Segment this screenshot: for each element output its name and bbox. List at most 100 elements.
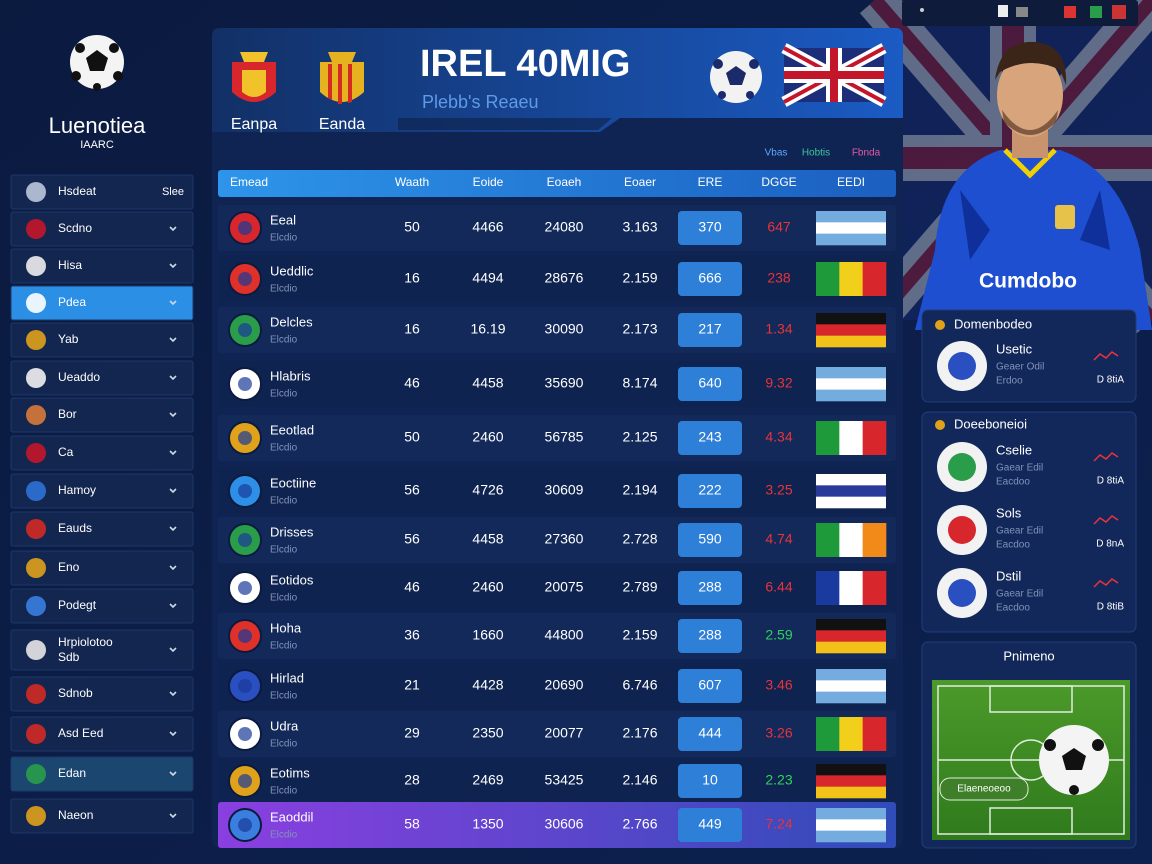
chevron [169, 337, 177, 343]
cell: 24080 [545, 219, 584, 235]
logo-subtitle: IAARC [80, 139, 114, 151]
toolbar-icon[interactable] [920, 8, 924, 12]
sidebar-item[interactable] [10, 629, 194, 671]
flag-stripe [839, 523, 863, 557]
score-button[interactable] [678, 808, 742, 842]
item-badge-text: D 8tiA [1097, 375, 1125, 386]
sidebar-item[interactable] [10, 798, 194, 834]
score-button[interactable] [678, 262, 742, 296]
flag-stripe [816, 571, 840, 605]
cell: 444 [698, 725, 722, 741]
sidebar-item[interactable] [10, 248, 194, 284]
ball-patch [1069, 785, 1079, 795]
sidebar-icon [26, 596, 46, 616]
item-line: Eacdoo [996, 603, 1030, 614]
sidebar-item[interactable] [10, 174, 194, 210]
cell: 2.125 [622, 429, 657, 445]
chevron [169, 488, 177, 494]
toolbar-icon[interactable] [1112, 5, 1126, 19]
sidebar-item[interactable] [10, 322, 194, 358]
card-icon [935, 320, 945, 330]
item-badge-inner [948, 352, 976, 380]
sidebar-item[interactable] [10, 511, 194, 547]
score-button[interactable] [678, 717, 742, 751]
cell: 6.746 [622, 677, 657, 693]
toolbar-icon[interactable] [1090, 6, 1102, 18]
sidebar-item[interactable] [10, 473, 194, 509]
team-sub: Elcdio [270, 496, 298, 507]
team-name: Drisses [270, 524, 314, 539]
column-header: DGGE [761, 175, 796, 189]
cell: 647 [767, 219, 791, 235]
item-line: Gaear Edil [996, 589, 1043, 600]
item-line: Gaear Edil [996, 463, 1043, 474]
sidebar-icon [26, 519, 46, 539]
team-badge-inner [238, 377, 252, 391]
cell: 288 [698, 627, 722, 643]
cell: 46 [404, 375, 420, 391]
cell: 2460 [472, 429, 503, 445]
toolbar-icon[interactable] [1016, 7, 1028, 17]
cell: 2.789 [622, 579, 657, 595]
sidebar-item[interactable] [10, 211, 194, 247]
sidebar-item[interactable] [10, 756, 194, 792]
flag-stripe [816, 641, 886, 654]
cell: 27360 [545, 531, 584, 547]
legend-item: Hobtis [802, 148, 830, 159]
flag-stripe [862, 523, 887, 557]
item-badge-text: D 8nA [1096, 539, 1124, 550]
cell: 8.174 [622, 375, 657, 391]
header-subtitle: Plebb's Reaeu [422, 92, 539, 112]
sidebar-item[interactable] [10, 435, 194, 471]
score-button[interactable] [678, 523, 742, 557]
sidebar-icon [26, 684, 46, 704]
flag-stripe [816, 717, 840, 751]
sidebar-label: Podegt [58, 598, 97, 612]
team-name: Eeal [270, 212, 296, 227]
flag-stripe [816, 485, 886, 497]
sidebar-icon [26, 330, 46, 350]
sidebar-label: Bor [58, 407, 77, 421]
chevron [169, 450, 177, 456]
team-sub: Elcdio [270, 593, 298, 604]
team-badge-inner [238, 727, 252, 741]
team-badge-inner [238, 484, 252, 498]
team-name: Hlabris [270, 368, 311, 383]
card-title: Doeeboneioi [954, 416, 1027, 431]
sidebar-item[interactable] [10, 716, 194, 752]
cell: 217 [698, 321, 722, 337]
sidebar-item[interactable] [10, 360, 194, 396]
pitch-lines [989, 685, 1073, 713]
toolbar-icon[interactable] [1064, 6, 1076, 18]
sidebar-icon [26, 368, 46, 388]
cell: 4458 [472, 531, 503, 547]
team-sub: Elcdio [270, 739, 298, 750]
cell: 1660 [472, 627, 503, 643]
cell: 50 [404, 429, 420, 445]
sidebar-item[interactable] [10, 397, 194, 433]
sidebar-item[interactable] [10, 588, 194, 624]
chevron [169, 526, 177, 532]
team-badge-inner [238, 221, 252, 235]
cell: 21 [404, 677, 420, 693]
score-button[interactable] [678, 764, 742, 798]
toolbar-icon[interactable] [998, 5, 1008, 17]
sidebar-item[interactable] [10, 550, 194, 586]
score-button[interactable] [678, 669, 742, 703]
score-button[interactable] [678, 313, 742, 347]
trend-icon [1093, 578, 1119, 588]
score-button[interactable] [678, 571, 742, 605]
cell: 9.32 [765, 375, 792, 391]
trend-icon [1093, 452, 1119, 462]
score-button[interactable] [678, 367, 742, 401]
sidebar-item[interactable] [10, 285, 194, 321]
score-button[interactable] [678, 474, 742, 508]
chevron [169, 691, 177, 697]
cell: 29 [404, 725, 420, 741]
cell: 53425 [545, 772, 584, 788]
score-button[interactable] [678, 211, 742, 245]
score-button[interactable] [678, 421, 742, 455]
score-button[interactable] [678, 619, 742, 653]
flag-stripe [862, 262, 887, 296]
sidebar-item[interactable] [10, 676, 194, 712]
